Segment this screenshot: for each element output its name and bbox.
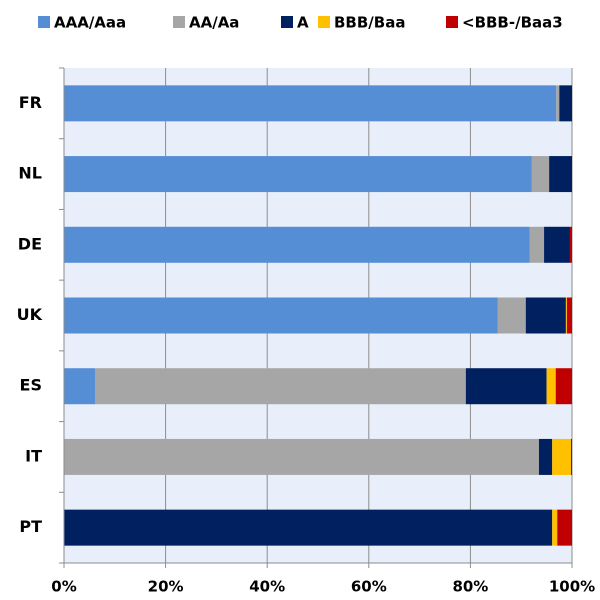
x-tick-label: 40% (249, 578, 285, 596)
bar-segment (94, 368, 466, 405)
legend-swatch (38, 16, 50, 28)
bar-segment (497, 297, 526, 334)
bar-segment (559, 85, 572, 122)
legend-swatch (173, 16, 185, 28)
bar-segment (569, 226, 572, 263)
bar-segment (565, 297, 567, 334)
bar-segment (64, 297, 498, 334)
bar-segment (549, 156, 572, 193)
bar-segment (64, 226, 530, 263)
bar-segment (64, 438, 539, 475)
bar-segment (525, 297, 566, 334)
bar-segment (555, 368, 572, 405)
x-tick-label: 60% (351, 578, 387, 596)
bar-segment (64, 368, 95, 405)
bar-segment (531, 156, 550, 193)
bar-segment (64, 156, 532, 193)
legend-swatch (281, 16, 293, 28)
y-tick-label: NL (18, 164, 42, 183)
legend-swatch (318, 16, 330, 28)
bar-segment (544, 226, 570, 263)
bar-segment (529, 226, 545, 263)
bar-segment (556, 85, 560, 122)
y-tick-label: ES (20, 376, 42, 395)
y-tick-label: UK (17, 305, 43, 324)
bar-segment (64, 509, 553, 546)
legend-label: A (297, 14, 309, 32)
bar-segment (566, 297, 572, 334)
bar-segment (570, 438, 572, 475)
bar-segment (546, 368, 556, 405)
legend-swatch (446, 16, 458, 28)
legend-label: <BBB-/Baa3 (462, 14, 563, 32)
legend-label: AAA/Aaa (54, 14, 126, 32)
y-tick-label: DE (18, 234, 42, 253)
bar-segment (552, 509, 558, 546)
bar-segment (557, 509, 572, 546)
x-tick-label: 20% (148, 578, 184, 596)
bar-segment (465, 368, 547, 405)
bar-segment (538, 438, 553, 475)
y-tick-label: FR (19, 93, 42, 112)
x-tick-label: 80% (452, 578, 488, 596)
legend-label: AA/Aa (189, 14, 239, 32)
y-tick-label: IT (25, 446, 42, 465)
x-tick-label: 100% (549, 578, 595, 596)
bar-segment (64, 85, 557, 122)
x-tick-label: 0% (51, 578, 76, 596)
y-tick-label: PT (19, 517, 42, 536)
bar-segment (552, 438, 571, 475)
legend-label: BBB/Baa (334, 14, 405, 32)
